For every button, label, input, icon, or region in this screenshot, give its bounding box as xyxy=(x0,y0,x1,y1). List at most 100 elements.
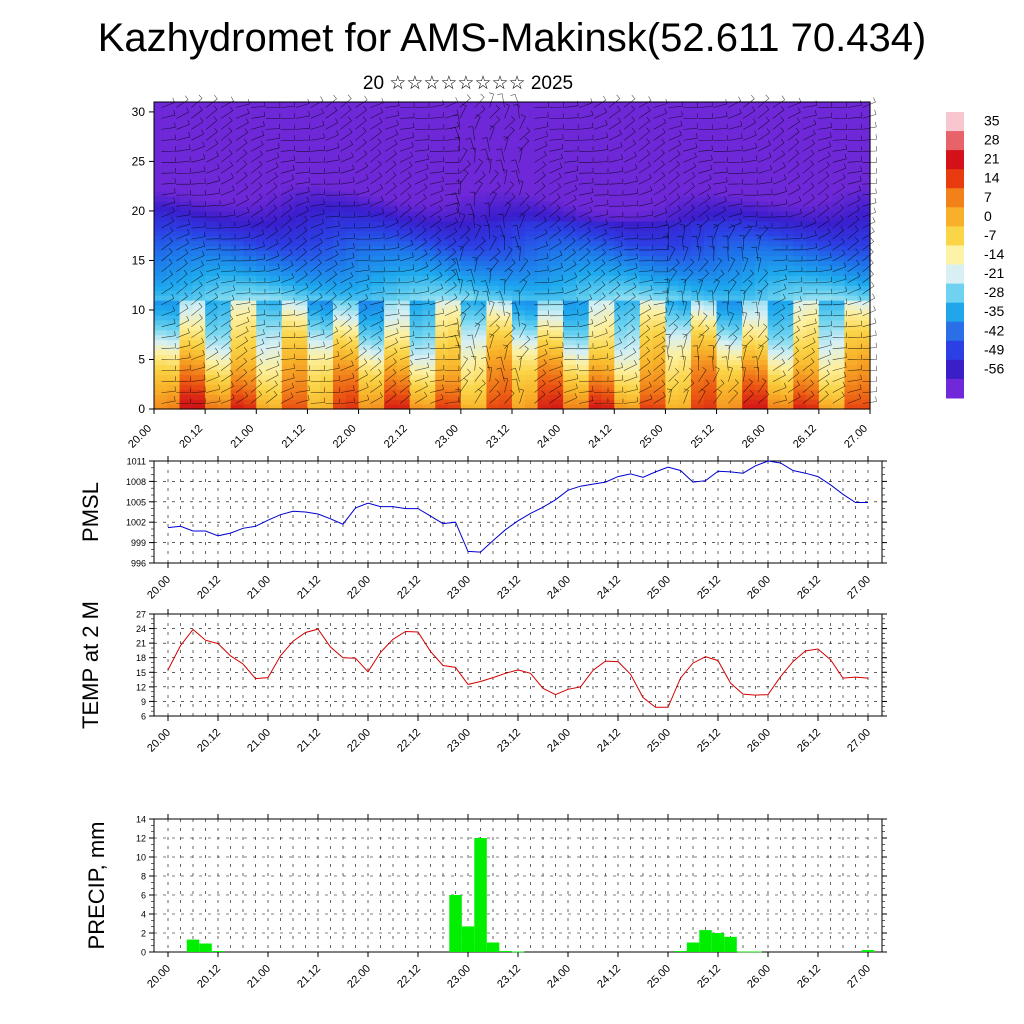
heatmap-cell xyxy=(345,215,360,222)
wind-barb xyxy=(623,223,639,229)
heatmap-cell xyxy=(793,245,807,252)
heatmap-cell xyxy=(716,245,730,252)
heatmap-cell xyxy=(409,359,424,366)
heatmap-cell xyxy=(460,235,475,242)
heatmap-cell xyxy=(729,319,743,326)
wind-barb xyxy=(757,280,769,295)
heatmap-cell xyxy=(166,141,181,148)
wind-barb xyxy=(280,237,293,251)
heatmap-cell xyxy=(627,225,641,232)
wind-barb xyxy=(832,391,845,404)
heatmap-cell xyxy=(831,329,846,336)
heatmap-cell xyxy=(550,186,564,192)
heatmap-cell xyxy=(665,309,679,316)
heatmap-cell xyxy=(154,250,168,257)
heatmap-cell xyxy=(307,329,321,336)
wind-barb xyxy=(496,367,505,382)
heatmap-cell xyxy=(550,245,564,252)
heatmap-cell xyxy=(396,329,411,336)
heatmap-cell xyxy=(205,280,219,286)
heatmap-cell xyxy=(358,250,372,257)
heatmap-cell xyxy=(627,404,641,410)
heatmap-cell xyxy=(358,141,372,148)
heatmap-cell xyxy=(499,225,513,232)
wind-barb xyxy=(340,189,355,196)
wind-barb xyxy=(429,205,443,218)
wind-barb xyxy=(593,219,608,229)
heatmap-cell xyxy=(537,275,551,281)
heatmap-cell xyxy=(716,359,730,366)
wind-barb xyxy=(385,358,397,371)
wind-barb xyxy=(534,265,549,273)
heatmap-cell xyxy=(409,280,424,286)
heatmap-cell xyxy=(422,369,436,375)
heatmap-cell xyxy=(793,260,807,266)
wind-barb xyxy=(206,233,221,240)
heatmap-cell xyxy=(409,265,424,271)
wind-barb xyxy=(722,235,729,251)
heatmap-cell xyxy=(499,309,513,316)
wind-barb xyxy=(741,344,747,360)
heatmap-cell xyxy=(320,230,334,237)
heatmap-cell xyxy=(524,141,539,148)
heatmap-cell xyxy=(550,379,564,385)
heatmap-cell xyxy=(307,141,321,148)
heatmap-cell xyxy=(396,205,411,212)
heatmap-cell xyxy=(422,379,436,385)
heatmap-cell xyxy=(550,399,564,405)
wind-barb xyxy=(698,101,713,108)
heatmap-cell xyxy=(499,305,513,311)
heatmap-cell xyxy=(422,305,436,311)
heatmap-cell xyxy=(256,309,270,316)
heatmap-cell xyxy=(435,171,449,177)
wind-barb xyxy=(161,365,176,371)
heatmap-cell xyxy=(396,270,411,276)
heatmap-cell xyxy=(601,255,615,262)
wind-barb xyxy=(668,160,680,174)
wind-barb xyxy=(683,113,698,119)
heatmap-cell xyxy=(665,389,679,395)
heatmap-cell xyxy=(639,295,654,301)
heatmap-cell xyxy=(818,404,833,410)
colorbar-label: -21 xyxy=(984,265,1004,281)
heatmap-cell xyxy=(205,300,219,306)
heatmap-cell xyxy=(588,136,603,143)
heatmap-cell xyxy=(154,166,168,172)
heatmap-cell xyxy=(754,230,769,237)
wind-barb xyxy=(471,355,477,371)
heatmap-cell xyxy=(665,314,679,321)
wind-barb xyxy=(534,310,549,317)
heatmap-cell xyxy=(691,280,705,286)
heatmap-cell xyxy=(614,319,628,326)
heatmap-cell xyxy=(205,374,219,380)
heatmap-cell xyxy=(806,349,820,356)
wind-barb xyxy=(594,179,609,185)
wind-barb xyxy=(414,352,430,360)
wind-barb xyxy=(510,236,520,251)
heatmap-cell xyxy=(307,285,321,291)
heatmap-cell xyxy=(857,250,871,257)
heatmap-cell xyxy=(320,295,334,301)
heatmap-cell xyxy=(537,220,551,227)
heatmap-cell xyxy=(256,136,270,143)
heatmap-cell xyxy=(256,225,270,232)
heatmap-cell xyxy=(563,354,577,361)
heatmap-cell xyxy=(345,250,360,257)
heatmap-cell xyxy=(614,136,628,143)
wind-barb xyxy=(457,278,463,294)
wind-barb xyxy=(250,277,266,284)
heatmap-cell xyxy=(639,404,654,410)
heatmap-cell xyxy=(460,404,475,410)
heatmap-cell xyxy=(818,210,833,217)
heatmap-cell xyxy=(192,344,206,351)
heatmap-cell xyxy=(294,176,309,182)
wind-barb xyxy=(399,380,412,393)
heatmap-cell xyxy=(243,161,257,167)
wind-barb xyxy=(466,269,475,283)
heatmap-cell xyxy=(371,250,385,257)
wind-barb xyxy=(280,353,296,360)
heatmap-cell xyxy=(448,364,462,370)
wind-barb xyxy=(683,193,695,207)
heatmap-cell xyxy=(320,220,334,227)
heatmap-cell xyxy=(563,111,577,118)
